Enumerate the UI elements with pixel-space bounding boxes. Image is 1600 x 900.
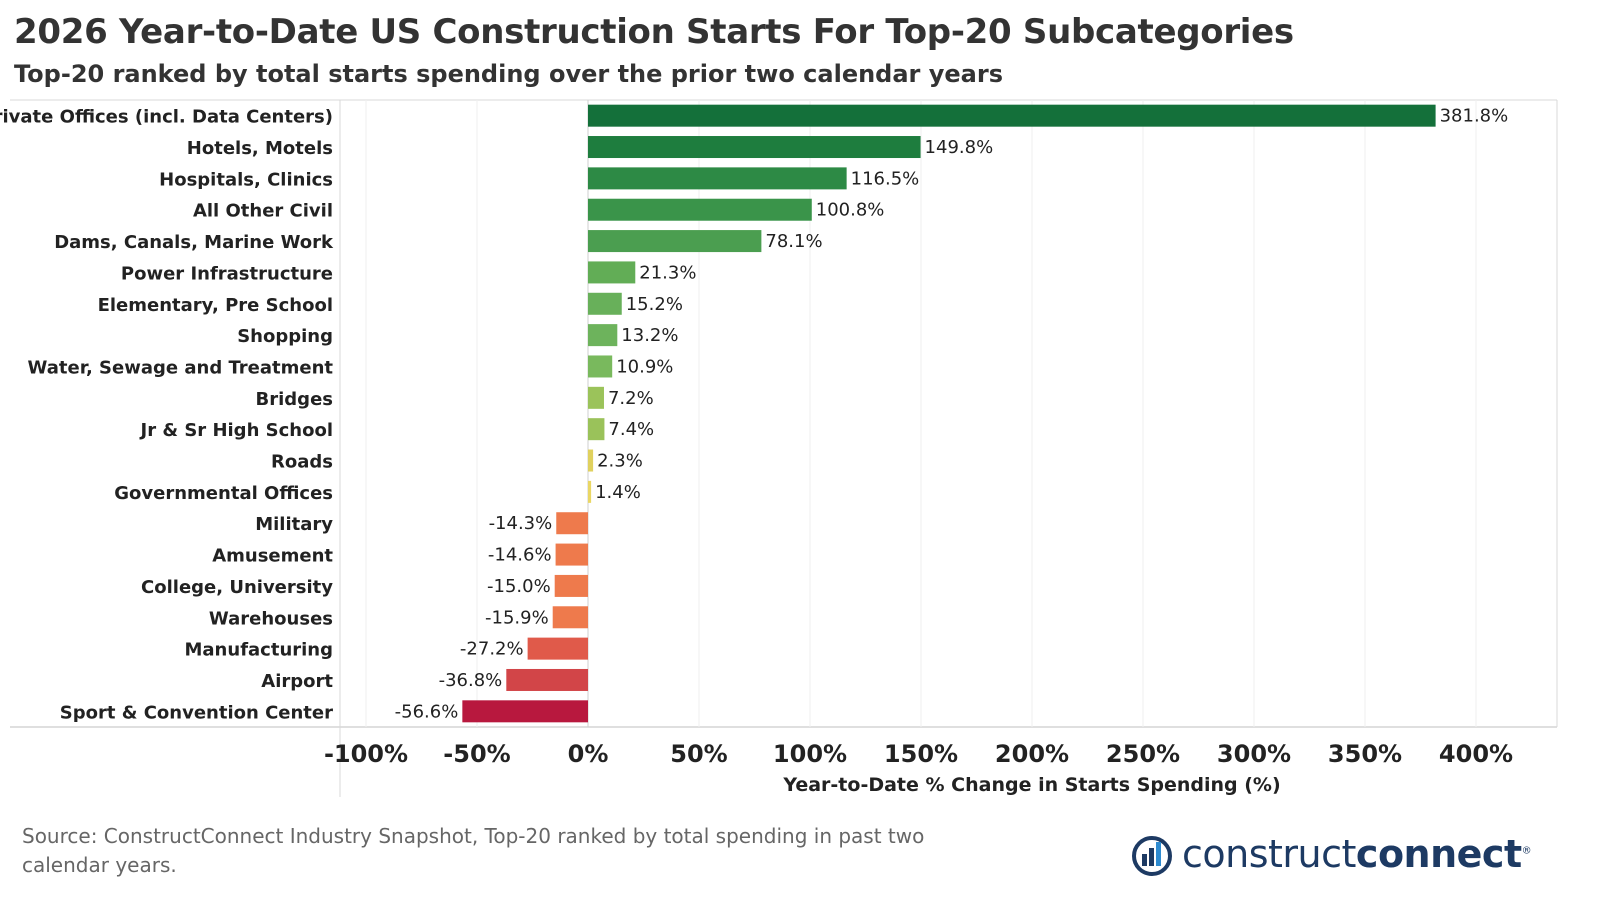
x-tick-label: 300% [1217,740,1291,768]
category-label: Roads [271,452,333,473]
brand-logo: constructconnect® [1128,826,1532,882]
category-label: Power Infrastructure [121,263,333,284]
category-label: Dams, Canals, Marine Work [54,232,334,253]
category-label: Warehouses [209,608,333,629]
bar-value-label: -56.6% [395,701,459,722]
x-tick-label: 0% [568,740,609,768]
logo-text-connect: connect [1355,832,1522,876]
x-axis-title: Year-to-Date % Change in Starts Spending… [782,774,1280,796]
bar [527,637,588,660]
x-tick-label: -50% [443,740,510,768]
category-label: Jr & Sr High School [139,420,333,441]
bar [588,355,613,378]
x-tick-label: 400% [1439,740,1513,768]
category-label: Shopping [237,326,333,347]
category-label: Sport & Convention Center [60,702,333,723]
bar-value-label: 1.4% [595,482,641,503]
bar-value-label: 13.2% [621,325,678,346]
bar-value-label: -14.3% [489,513,553,534]
bar-value-label: 15.2% [626,294,683,315]
bar [588,292,622,315]
bar [588,230,762,253]
bar-value-label: -36.8% [439,670,503,691]
bar-value-label: -15.0% [487,576,551,597]
bar [588,261,636,284]
x-tick-label: 150% [884,740,958,768]
logo-text-construct: construct [1182,832,1356,876]
x-tick-label: 50% [670,740,727,768]
x-tick-label: 100% [773,740,847,768]
category-label: Bridges [256,389,333,410]
bar-value-label: 100.8% [816,200,885,221]
category-label: Governmental Offices [114,483,333,504]
category-label: Amusement [212,546,333,567]
bar [588,198,812,221]
chart-subtitle: Top-20 ranked by total starts spending o… [14,60,1003,88]
bar [588,449,594,472]
category-label: Hospitals, Clinics [159,169,333,190]
bar [552,606,588,629]
bar [588,418,605,441]
x-tick-label: 350% [1328,740,1402,768]
category-label: Water, Sewage and Treatment [28,357,334,378]
bar-value-label: -14.6% [488,545,552,566]
bar [588,480,592,503]
bar [462,700,588,723]
bar [588,104,1436,127]
bar-value-label: 7.4% [608,419,654,440]
category-label: Private Offices (incl. Data Centers) [0,107,333,128]
chart-title: 2026 Year-to-Date US Construction Starts… [14,12,1294,52]
category-label: College, University [141,577,333,598]
bar [588,386,604,409]
bar [588,167,847,190]
bar-value-label: -15.9% [485,607,549,628]
category-label: Manufacturing [185,640,334,661]
bar [588,324,618,347]
bar-value-label: 78.1% [765,231,822,252]
x-tick-label: -100% [324,740,408,768]
bar-value-label: -27.2% [460,639,524,660]
bar-chart: -100% -50% 0% 50% 100% 150% 200% 250% 300% 350% 40… [0,99,1558,797]
bar-value-label: 381.8% [1440,106,1509,127]
bar [556,512,588,535]
category-label: Military [255,514,333,535]
category-label: Elementary, Pre School [98,295,333,316]
construct-connect-logo-icon [1132,836,1172,876]
bar-value-label: 2.3% [597,451,643,472]
bar [555,543,588,566]
category-label: Airport [261,671,333,692]
x-tick-label: 200% [995,740,1069,768]
bar-value-label: 116.5% [851,168,920,189]
x-tick-label: 250% [1106,740,1180,768]
category-label: Hotels, Motels [187,138,333,159]
bar [506,668,588,691]
bar-value-label: 21.3% [639,262,696,283]
bar-value-label: 7.2% [608,388,654,409]
category-label: All Other Civil [193,201,333,222]
bar-value-label: 10.9% [616,356,673,377]
bar [588,136,921,159]
bar-value-label: 149.8% [925,137,994,158]
bar [554,574,588,597]
logo-registered-mark: ® [1521,845,1532,857]
source-note: Source: ConstructConnect Industry Snapsh… [22,824,925,877]
